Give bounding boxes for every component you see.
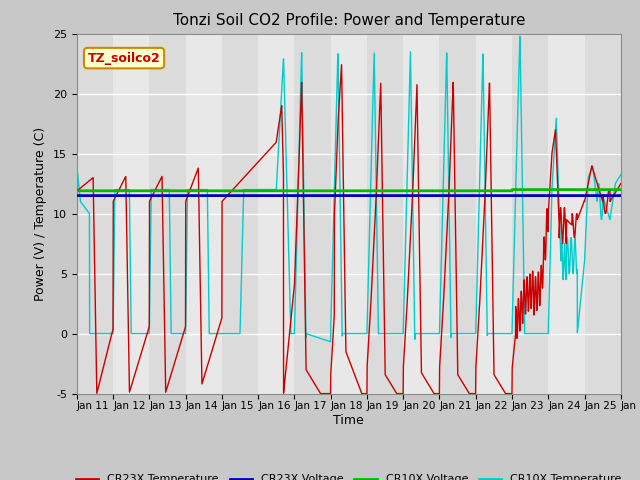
Text: TZ_soilco2: TZ_soilco2 [88,51,161,65]
Y-axis label: Power (V) / Temperature (C): Power (V) / Temperature (C) [35,127,47,300]
Bar [149,34,186,394]
Bar [222,34,258,394]
X-axis label: Time: Time [333,414,364,427]
Bar [367,34,403,394]
Bar [77,34,113,394]
Bar [440,34,476,394]
Title: Tonzi Soil CO2 Profile: Power and Temperature: Tonzi Soil CO2 Profile: Power and Temper… [173,13,525,28]
Legend: CR23X Temperature, CR23X Voltage, CR10X Voltage, CR10X Temperature: CR23X Temperature, CR23X Voltage, CR10X … [72,470,626,480]
Bar [512,34,548,394]
Bar [584,34,621,394]
Bar [294,34,331,394]
